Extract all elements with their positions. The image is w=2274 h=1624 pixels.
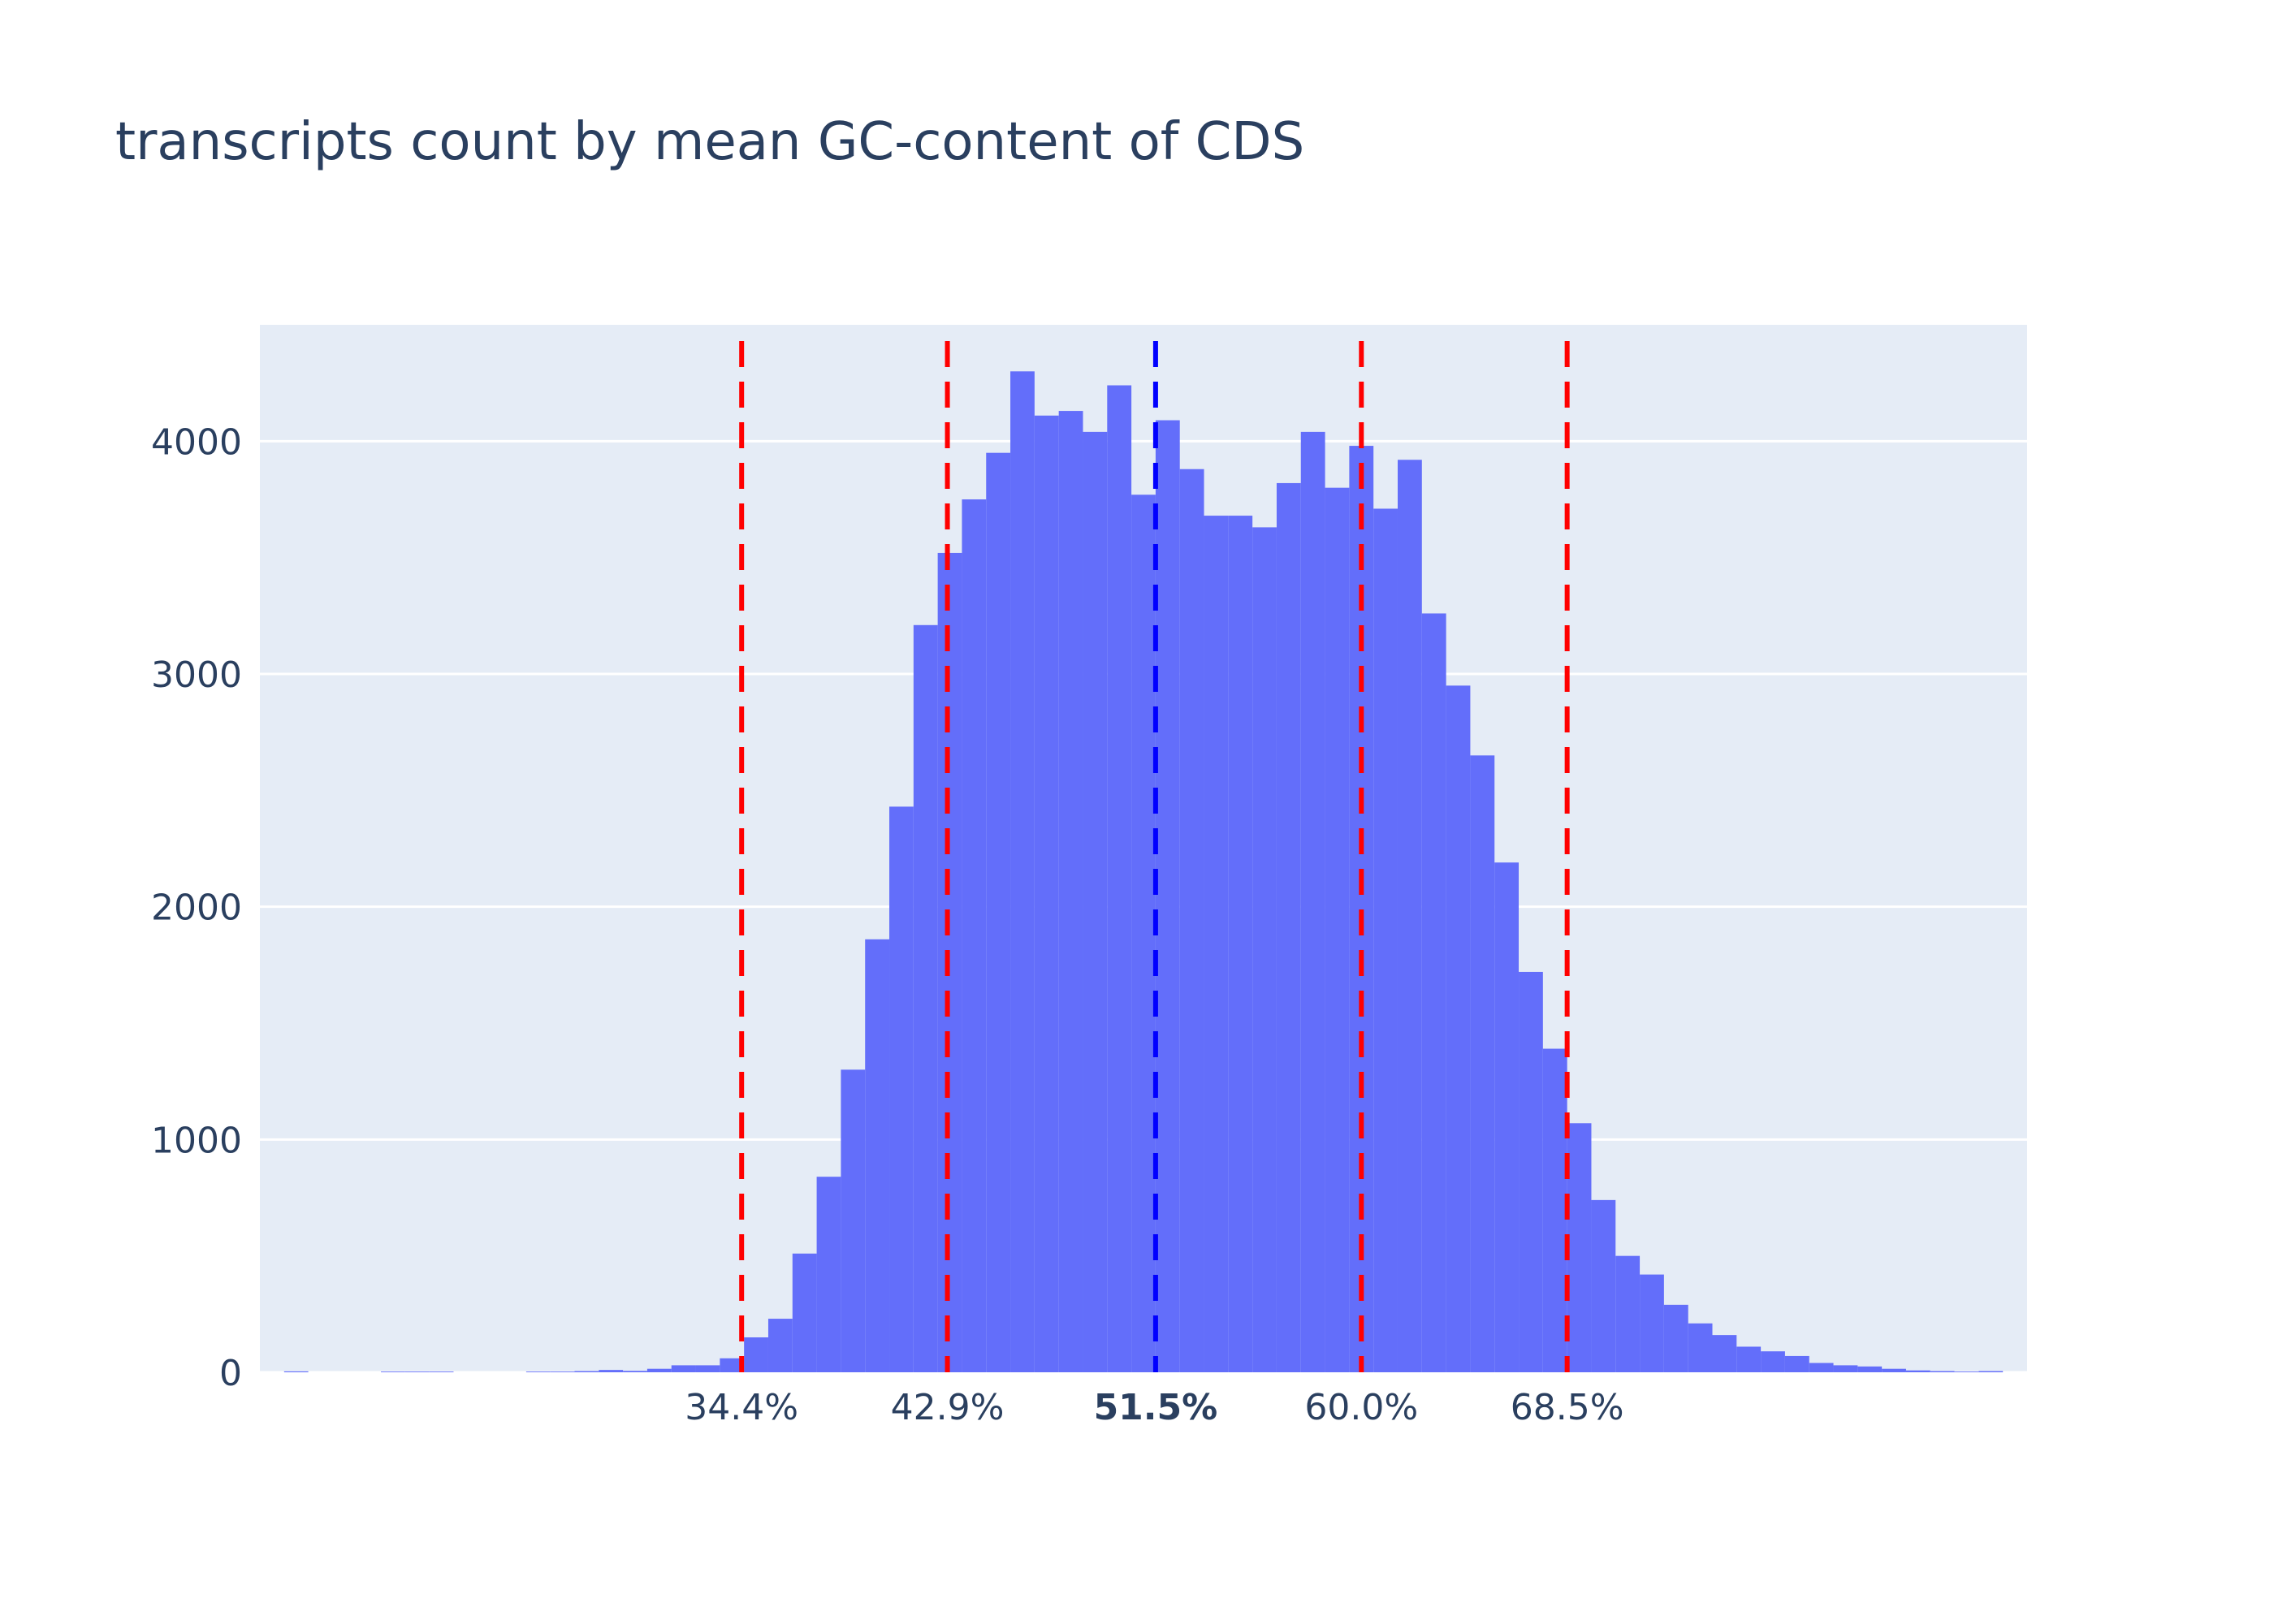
histogram-bar — [1034, 415, 1059, 1372]
histogram-bar — [792, 1253, 817, 1372]
histogram-bar — [574, 1371, 599, 1372]
y-tick-label: 1000 — [151, 1120, 242, 1161]
histogram-bar — [381, 1371, 405, 1372]
x-axis-ticks: 34.4% 42.9% 51.5% 60.0% 68.5% — [685, 1387, 1623, 1428]
histogram-bar — [1978, 1371, 2004, 1372]
histogram-bar — [283, 1371, 309, 1372]
histogram-bar — [1325, 487, 1350, 1372]
histogram-bar — [404, 1371, 430, 1372]
x-tick-label: 42.9% — [891, 1387, 1005, 1428]
histogram-bar — [1712, 1335, 1737, 1372]
x-tick-label: 34.4% — [685, 1387, 798, 1428]
histogram-bar — [1300, 431, 1325, 1372]
histogram-bar — [1252, 527, 1277, 1372]
y-tick-label: 2000 — [151, 888, 242, 929]
histogram-bar — [1833, 1365, 1858, 1372]
x-tick-label: 60.0% — [1304, 1387, 1418, 1428]
histogram-bar — [1373, 508, 1398, 1372]
histogram-bar — [1228, 516, 1253, 1372]
histogram-bar — [599, 1370, 624, 1372]
histogram-bar — [695, 1365, 720, 1372]
histogram-bar — [865, 939, 890, 1372]
histogram-bar — [1421, 613, 1446, 1372]
y-tick-label: 3000 — [151, 654, 242, 696]
histogram-bar — [1688, 1323, 1713, 1372]
histogram-bar — [1107, 385, 1132, 1372]
histogram-bar — [1155, 420, 1180, 1372]
histogram-bar — [429, 1371, 454, 1372]
bars — [283, 371, 2004, 1373]
histogram-bar — [1204, 516, 1229, 1372]
histogram-bar — [550, 1371, 575, 1372]
histogram-bar — [1640, 1274, 1664, 1372]
histogram-bar — [1542, 1048, 1567, 1372]
histogram-bar — [767, 1319, 793, 1372]
histogram-bar — [1784, 1355, 1809, 1372]
histogram-bar — [1809, 1363, 1834, 1372]
histogram-bar — [720, 1358, 745, 1372]
histogram-bar — [1736, 1346, 1762, 1372]
histogram-bar — [1954, 1371, 1979, 1372]
reference-lines — [739, 341, 1570, 1372]
histogram-bar — [623, 1371, 647, 1372]
histogram-bar — [1494, 862, 1520, 1372]
histogram-bar — [841, 1069, 866, 1372]
histogram-bar — [1663, 1304, 1688, 1372]
histogram-bar — [1567, 1123, 1592, 1372]
y-tick-label: 4000 — [151, 421, 242, 463]
histogram-bar — [1276, 482, 1301, 1372]
histogram-bar — [1179, 469, 1204, 1372]
histogram-bar — [962, 499, 987, 1372]
histogram-bar — [1131, 495, 1156, 1373]
histogram-bar — [1930, 1371, 1955, 1372]
chart-title: transcripts count by mean GC-content of … — [115, 112, 1305, 172]
histogram-bar — [525, 1371, 551, 1372]
histogram-bar — [1470, 755, 1495, 1372]
y-axis-ticks: 0 1000 2000 3000 4000 — [151, 421, 242, 1394]
histogram-bar — [1058, 411, 1083, 1373]
histogram-bar — [986, 452, 1011, 1372]
histogram-bar — [1882, 1368, 1906, 1372]
histogram-bar — [1905, 1370, 1930, 1372]
histogram-bar — [1761, 1351, 1785, 1372]
histogram-bar — [913, 624, 938, 1372]
histogram-bar — [1397, 460, 1422, 1373]
histogram-bar — [646, 1368, 672, 1372]
histogram-bar — [1446, 685, 1471, 1372]
histogram-bar — [816, 1177, 841, 1372]
histogram-bar — [1010, 371, 1035, 1372]
x-tick-label: 68.5% — [1511, 1387, 1624, 1428]
y-tick-label: 0 — [219, 1353, 242, 1394]
histogram-bar — [1857, 1366, 1883, 1372]
histogram-bar — [1615, 1255, 1641, 1372]
histogram-bar — [889, 806, 914, 1372]
histogram-bar — [744, 1337, 768, 1372]
histogram-bar — [1591, 1199, 1616, 1372]
histogram-bar — [671, 1365, 696, 1372]
x-tick-label: 51.5% — [1094, 1387, 1218, 1428]
histogram-bar — [1519, 971, 1543, 1372]
histogram-bar — [1083, 431, 1108, 1372]
